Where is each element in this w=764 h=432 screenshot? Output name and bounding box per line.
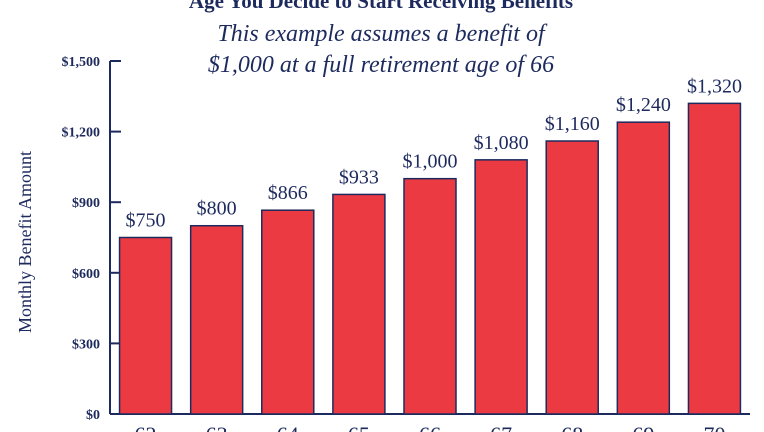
bar-value-label: $1,080 (474, 132, 529, 154)
x-category-label: 66 (419, 422, 441, 432)
bars-group: $750 $800 $866 $933 $1,000 $1,080 $1,160 $1,240… (118, 75, 742, 415)
bar-value-label: $1,240 (616, 94, 671, 116)
y-tick-label: $900 (72, 196, 100, 211)
bar-value-label: $1,320 (687, 75, 742, 97)
x-category-label: 62 (135, 422, 157, 432)
bar (403, 177, 457, 415)
y-tick-label: $0 (86, 408, 100, 423)
x-category-label: 70 (703, 422, 725, 432)
bar-value-label: $1,000 (403, 151, 458, 173)
bar-value-label: $800 (197, 198, 237, 220)
x-category-label: 65 (348, 422, 370, 432)
bar (118, 236, 173, 415)
x-category-label: 63 (206, 422, 228, 432)
x-category-label: 68 (561, 422, 583, 432)
x-category-label: 67 (490, 422, 512, 432)
y-axis-ticks: $0 $300 $600 $900 $1,200 $1,500 (62, 55, 121, 423)
chart-subtitle-line1: This example assumes a benefit of (217, 21, 548, 47)
x-axis-category-labels: 62 63 64 65 66 67 68 69 70 (135, 422, 726, 432)
y-tick-label: $1,500 (62, 55, 101, 70)
y-tick-label: $600 (72, 267, 100, 282)
y-axis-label: Monthly Benefit Amount (15, 151, 35, 333)
x-category-label: 69 (632, 422, 654, 432)
bar (189, 224, 244, 415)
chart-subtitle-line2: $1,000 at a full retirement age of 66 (208, 52, 554, 78)
bar (261, 209, 315, 415)
bar (545, 140, 599, 415)
bar-value-label: $866 (268, 182, 308, 204)
y-tick-label: $1,200 (62, 126, 101, 141)
chart-title: Age You Decide to Start Receiving Benefi… (189, 0, 573, 13)
bar-value-label: $933 (339, 166, 379, 188)
bar (687, 102, 742, 415)
bar (332, 193, 386, 415)
bar-value-label: $1,160 (545, 113, 600, 135)
bar-value-label: $750 (126, 210, 166, 232)
bar (474, 159, 528, 415)
y-tick-label: $300 (72, 337, 100, 352)
bar (616, 121, 671, 415)
x-category-label: 64 (277, 422, 299, 432)
